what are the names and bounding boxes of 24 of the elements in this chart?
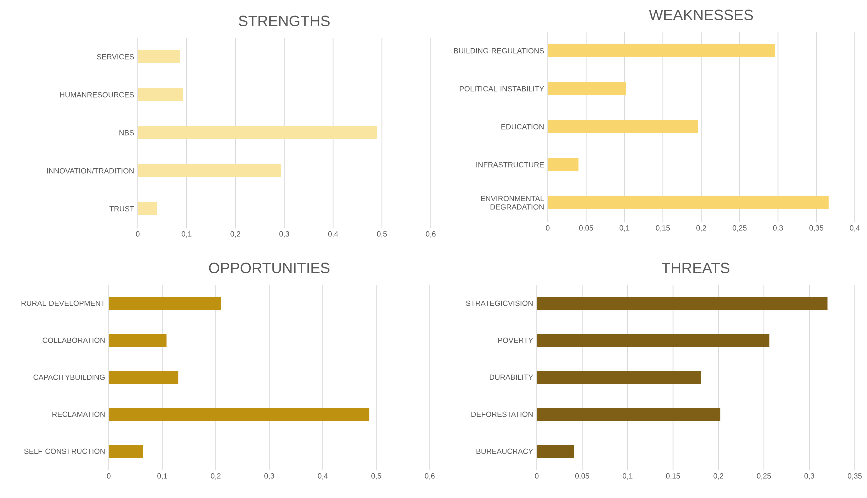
bar — [537, 408, 721, 422]
bar — [548, 44, 776, 58]
bar — [138, 126, 378, 140]
chart-title: WEAKNESSES — [649, 10, 754, 20]
bar — [548, 196, 829, 210]
bar — [537, 371, 702, 384]
bar — [537, 297, 828, 310]
bar — [109, 297, 222, 310]
bar — [548, 120, 698, 134]
bar — [138, 50, 180, 64]
chart-title: OPPORTUNITIES — [209, 262, 330, 274]
bar — [109, 371, 179, 384]
bar — [138, 88, 184, 102]
bar — [537, 334, 770, 348]
chart-title: THREATS — [662, 262, 730, 274]
bar — [109, 334, 167, 348]
bar — [138, 164, 282, 178]
bar — [109, 445, 144, 458]
chart-title: STRENGTHS — [239, 16, 330, 26]
bar — [548, 82, 626, 96]
bar — [548, 158, 579, 172]
bar — [537, 445, 574, 458]
bar — [138, 202, 158, 216]
bar — [109, 408, 370, 422]
